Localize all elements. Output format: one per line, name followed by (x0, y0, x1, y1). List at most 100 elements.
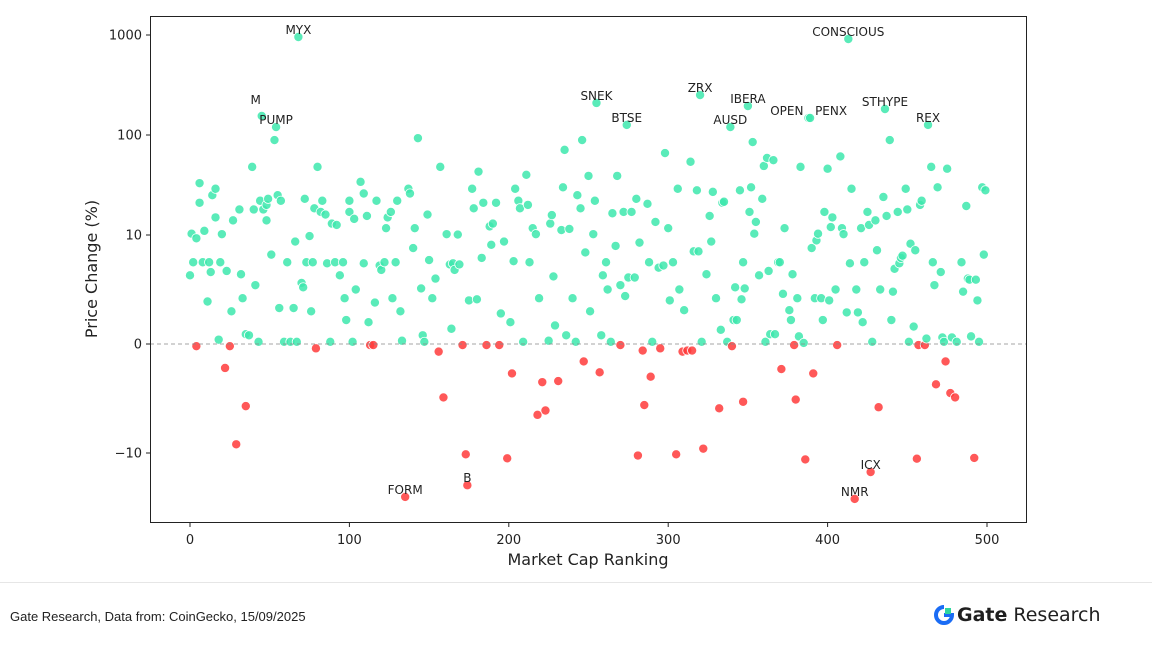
data-point (978, 249, 989, 260)
data-point (583, 170, 594, 181)
point-label-myx: MYX (285, 23, 311, 37)
data-point (738, 257, 749, 268)
data-point (288, 303, 299, 314)
data-point (194, 197, 205, 208)
data-point (969, 452, 980, 463)
data-point (789, 340, 800, 351)
data-point (578, 356, 589, 367)
point-label-zrx: ZRX (688, 81, 713, 95)
data-point (768, 155, 779, 166)
data-point (884, 135, 895, 146)
data-point (454, 259, 465, 270)
data-point (460, 449, 471, 460)
point-label-rex: REX (916, 111, 940, 125)
data-point (446, 323, 457, 334)
data-point (408, 243, 419, 254)
data-point (867, 336, 878, 347)
data-point (897, 250, 908, 261)
data-point (612, 170, 623, 181)
data-point (862, 206, 873, 217)
data-point-ausd (725, 122, 736, 133)
data-point (859, 257, 870, 268)
data-point (306, 306, 317, 317)
data-point (381, 223, 392, 234)
x-tick-label: 400 (815, 533, 840, 548)
data-point (835, 151, 846, 162)
data-point-zrx (695, 90, 706, 101)
data-point (221, 265, 232, 276)
data-point (478, 197, 489, 208)
data-point (320, 209, 331, 220)
data-point (776, 364, 787, 375)
data-point (518, 336, 529, 347)
gate-logo-icon (934, 605, 954, 625)
y-tick-label: 10 (125, 229, 142, 244)
point-label-ibera: IBERA (730, 92, 766, 106)
data-point (247, 161, 258, 172)
data-point (290, 236, 301, 247)
data-point (940, 356, 951, 367)
data-point (344, 195, 355, 206)
point-label-snek: SNEK (580, 89, 613, 103)
data-point (605, 336, 616, 347)
data-point (215, 257, 226, 268)
data-point (369, 297, 380, 308)
data-point (248, 204, 259, 215)
data-point (355, 176, 366, 187)
data-point (310, 343, 321, 354)
data-point (545, 218, 556, 229)
data-point (749, 228, 760, 239)
data-point (878, 191, 889, 202)
data-point (422, 209, 433, 220)
data-point (626, 206, 637, 217)
data-point-penx (805, 112, 816, 123)
data-point (696, 336, 707, 347)
data-point (779, 223, 790, 234)
data-point (253, 336, 264, 347)
data-point (358, 188, 369, 199)
data-point (390, 257, 401, 268)
data-point (499, 236, 510, 247)
data-point (674, 284, 685, 295)
point-label-penx: PENX (815, 104, 847, 118)
data-point-nmr (849, 493, 860, 504)
data-point (234, 204, 245, 215)
data-point (339, 293, 350, 304)
data-point (903, 336, 914, 347)
data-point (711, 293, 722, 304)
data-point (274, 303, 285, 314)
data-point (194, 178, 205, 189)
data-point (473, 166, 484, 177)
data-point-ibera (742, 100, 753, 111)
data-point (857, 317, 868, 328)
data-point (873, 402, 884, 413)
data-point (687, 345, 698, 356)
data-point (226, 306, 237, 317)
data-point (950, 392, 961, 403)
data-point (424, 255, 435, 266)
data-point (435, 161, 446, 172)
data-point (561, 330, 572, 341)
data-point (813, 228, 824, 239)
data-point (785, 315, 796, 326)
data-point (575, 203, 586, 214)
data-point (966, 331, 977, 342)
data-point (395, 306, 406, 317)
data-point (486, 239, 497, 250)
data-point-snek (591, 97, 602, 108)
data-point-b (462, 480, 473, 491)
data-point (911, 453, 922, 464)
data-point (236, 269, 247, 280)
data-point (298, 282, 309, 293)
data-point (958, 286, 969, 297)
data-point (706, 236, 717, 247)
data-point (777, 288, 788, 299)
data-point-pump (271, 122, 282, 133)
data-point-sthype (879, 103, 890, 114)
data-point (546, 210, 557, 221)
data-point (655, 343, 666, 354)
data-point (942, 163, 953, 174)
data-point (188, 257, 199, 268)
data-point (824, 295, 835, 306)
